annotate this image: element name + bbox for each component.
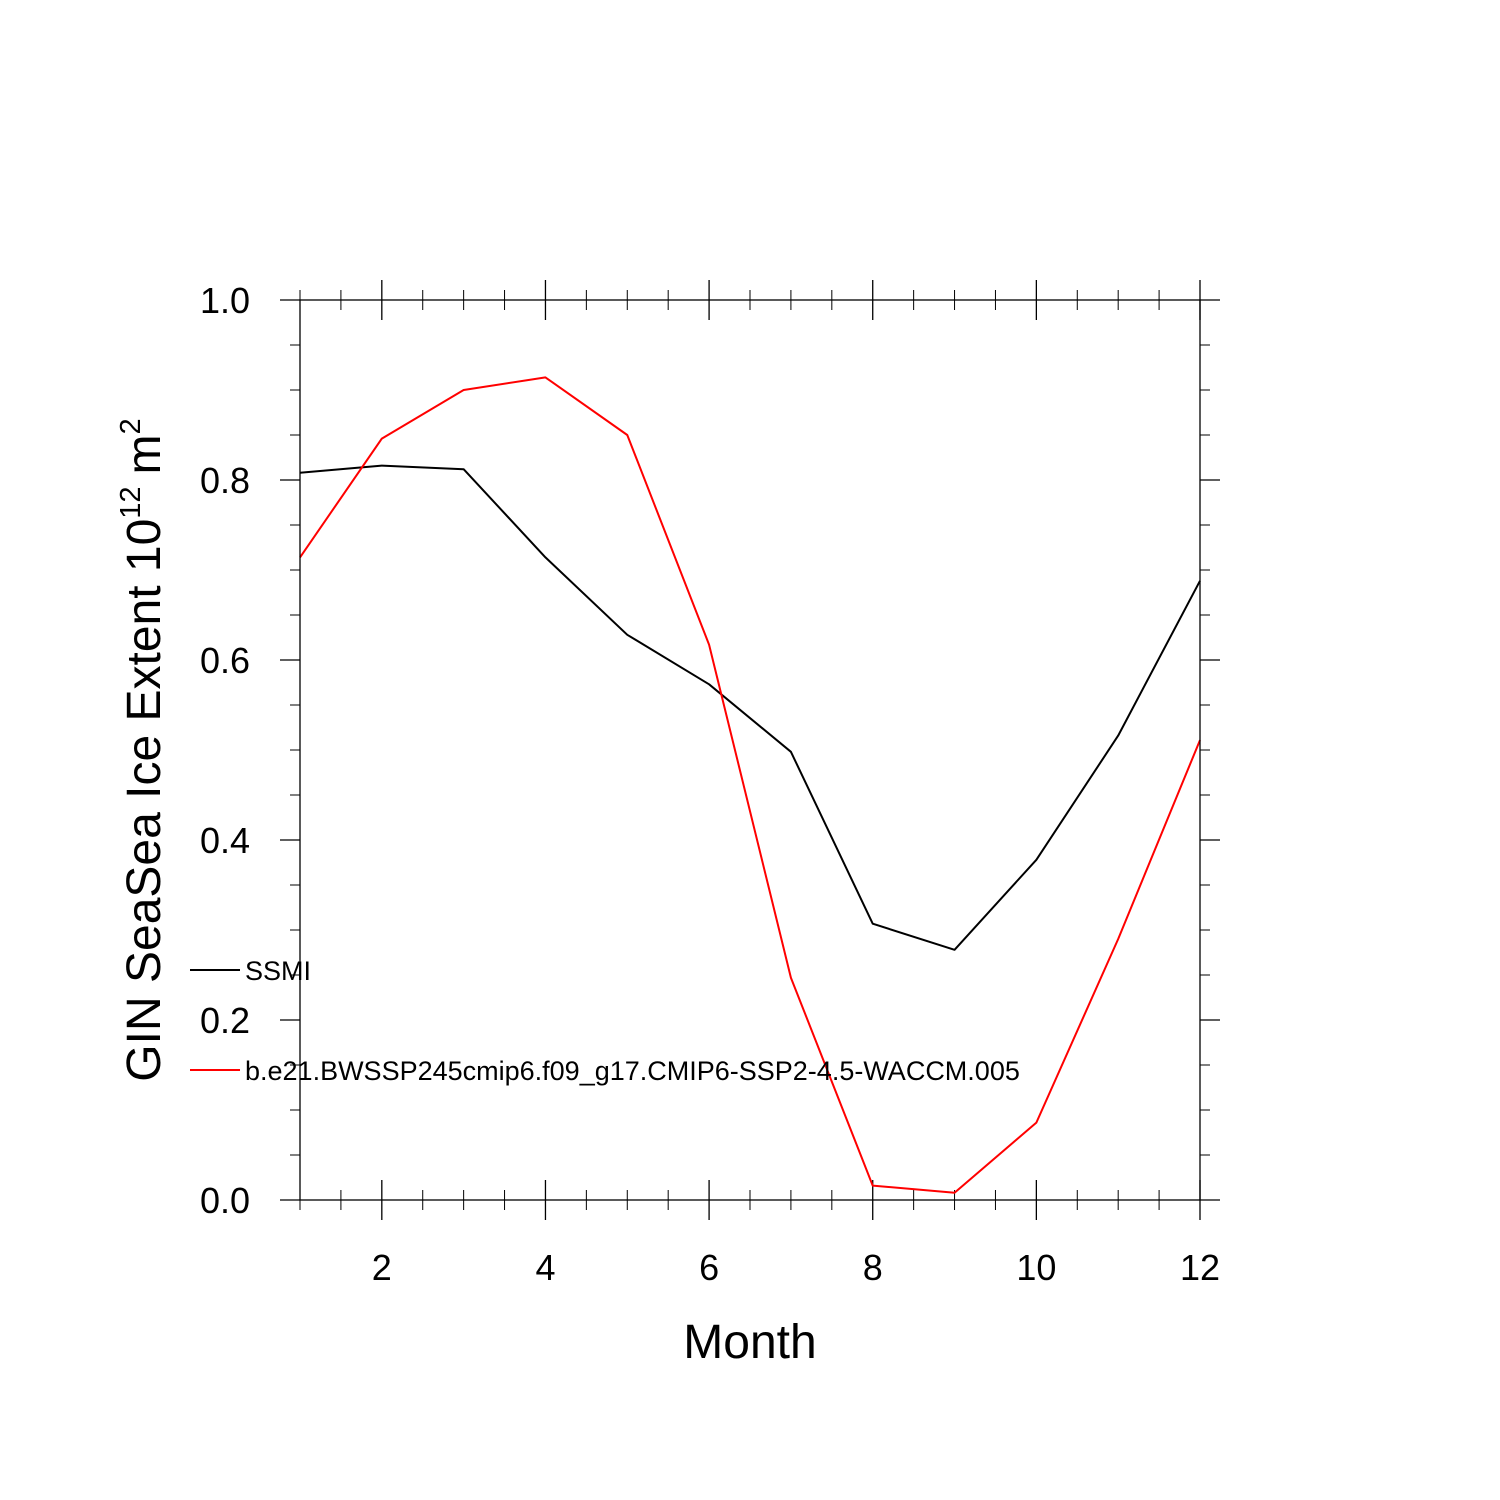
y-axis-label-unit-exponent: 2 [115,418,147,434]
y-tick-label: 0.0 [200,1180,250,1221]
y-tick-label: 1.0 [200,280,250,321]
y-tick-label: 0.6 [200,640,250,681]
y-axis-label-exponent: 12 [115,486,147,518]
y-axis-label: GIN SeaSea Ice Extent 1012 m2 [115,418,171,1081]
x-tick-label: 2 [372,1247,392,1288]
y-tick-label: 0.8 [200,460,250,501]
y-axis-label-main: GIN SeaSea Ice Extent 10 [118,519,171,1082]
x-tick-label: 6 [699,1247,719,1288]
x-tick-labels: 2 4 6 8 10 12 [372,1247,1220,1288]
series-line-ssmi [299,464,1201,951]
x-axis-label: Month [683,1316,816,1369]
legend: SSMI b.e21.BWSSP245cmip6.f09_g17.CMIP6-S… [190,956,1020,1086]
x-tick-label: 12 [1180,1247,1220,1288]
x-tick-label: 10 [1016,1247,1056,1288]
legend-label-waccm: b.e21.BWSSP245cmip6.f09_g17.CMIP6-SSP2-4… [245,1056,1020,1086]
series-lines [299,376,1201,1194]
x-tick-label: 8 [863,1247,883,1288]
y-tick-labels: 0.0 0.2 0.4 0.6 0.8 1.0 [200,280,250,1221]
legend-label-ssmi: SSMI [245,956,311,986]
plot-frame [299,299,1201,1201]
y-axis-label-unit: m [118,434,171,474]
series-line-waccm [299,376,1201,1194]
y-tick-label: 0.2 [200,1000,250,1041]
y-tick-label: 0.4 [200,820,250,861]
x-tick-label: 4 [535,1247,555,1288]
